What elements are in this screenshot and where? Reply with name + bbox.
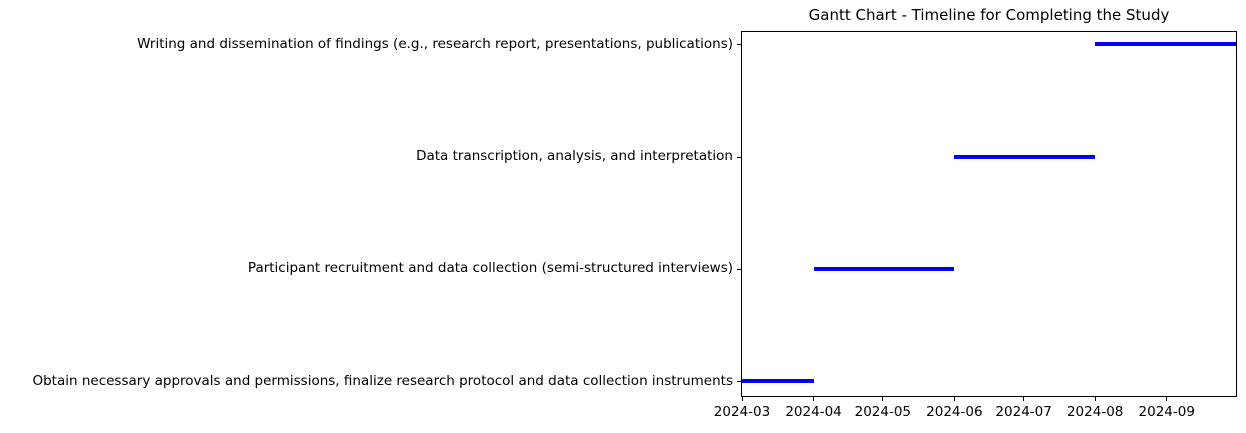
gantt-bar [1095,42,1236,47]
x-tick-label: 2024-03 [713,404,771,420]
y-tick [737,44,741,46]
x-tick [1166,397,1168,401]
gantt-bar [813,266,955,271]
x-tick-label: 2024-04 [785,404,842,420]
x-tick-label: 2024-07 [995,404,1052,420]
x-tick [953,397,955,401]
y-tick [737,156,741,158]
chart-title: Gantt Chart - Timeline for Completing th… [808,6,1170,24]
gantt-bar [742,379,814,384]
x-tick [1094,397,1096,401]
x-tick-label: 2024-09 [1138,404,1195,420]
x-tick [741,397,743,401]
plot-area: 2024-03 2024-04 2024-05 2024-06 2024-07 2024-… [714,31,1237,420]
task-label: Obtain necessary approvals and permissio… [32,372,733,389]
x-tick [1023,397,1025,401]
gantt-bar [954,154,1096,159]
x-tick [882,397,884,401]
y-tick [737,268,741,270]
x-tick-label: 2024-05 [854,404,912,420]
task-label: Data transcription, analysis, and interp… [416,148,733,165]
x-tick-label: 2024-06 [926,404,983,420]
y-tick [737,381,741,383]
task-label: Participant recruitment and data collect… [247,260,733,277]
x-tick [813,397,815,401]
x-tick-label: 2024-08 [1066,404,1124,420]
task-label: Writing and dissemination of findings (e… [137,35,733,52]
